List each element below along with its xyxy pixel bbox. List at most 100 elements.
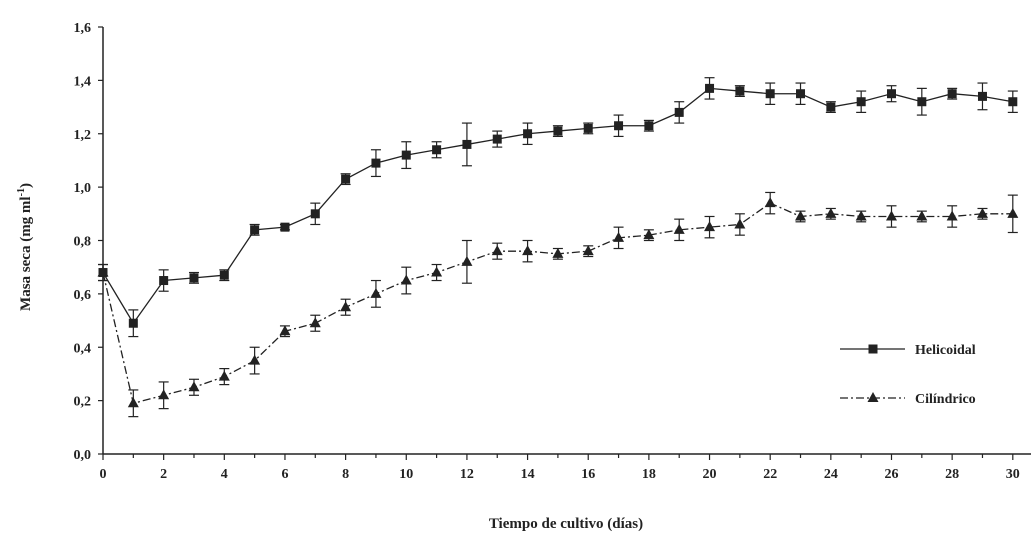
- data-point: [764, 197, 776, 208]
- data-point: [735, 86, 745, 96]
- data-point: [947, 89, 957, 99]
- x-tick-label: 20: [703, 467, 717, 482]
- x-tick-label: 28: [945, 467, 959, 482]
- data-point: [431, 266, 443, 277]
- data-point: [401, 150, 411, 160]
- legend-marker: [867, 392, 879, 402]
- x-tick-label: 0: [100, 467, 107, 482]
- data-point: [765, 89, 775, 99]
- series-line: [102, 202, 1013, 405]
- data-point: [432, 145, 442, 155]
- data-point: [188, 381, 200, 392]
- data-point: [886, 89, 896, 99]
- data-point: [523, 129, 533, 139]
- y-tick-label: 0,4: [74, 341, 92, 356]
- data-point: [705, 83, 715, 93]
- series-layer: [97, 77, 1019, 418]
- x-tick-label: 24: [824, 467, 838, 482]
- data-point: [492, 134, 502, 144]
- data-point: [674, 107, 684, 117]
- data-point: [341, 174, 351, 184]
- legend-label: Cilíndrico: [915, 392, 976, 407]
- data-point: [644, 121, 654, 131]
- data-point: [127, 397, 139, 408]
- data-point: [552, 247, 564, 258]
- data-point: [97, 266, 109, 277]
- data-point: [189, 273, 199, 283]
- data-point: [159, 276, 169, 286]
- x-tick-label: 16: [581, 467, 595, 482]
- data-point: [461, 255, 473, 266]
- legend-label: Helicoidal: [915, 343, 976, 358]
- data-point: [977, 91, 987, 101]
- y-tick-label: 0,2: [74, 395, 92, 410]
- data-point: [522, 245, 534, 256]
- series-line: [102, 87, 1013, 325]
- data-point: [249, 354, 261, 365]
- y-tick-label: 0,8: [74, 235, 92, 250]
- y-tick-label: 0,6: [74, 288, 92, 303]
- data-point: [340, 301, 352, 312]
- y-tick-label: 1,0: [74, 181, 92, 196]
- data-point: [856, 97, 866, 107]
- x-tick-label: 14: [521, 467, 535, 482]
- legend: Helicoidal Cilíndrico: [840, 343, 976, 407]
- x-tick-label: 22: [763, 467, 777, 482]
- x-tick-label: 30: [1006, 467, 1020, 482]
- x-tick-label: 4: [221, 467, 228, 482]
- data-point: [826, 102, 836, 112]
- data-point: [491, 245, 503, 256]
- x-tick-label: 8: [342, 467, 349, 482]
- axes: 0,00,20,40,60,81,01,21,41,60 2 4 6 8 10 12 14 16…: [74, 21, 1031, 482]
- legend-marker: [868, 344, 878, 354]
- data-point: [462, 139, 472, 149]
- series-helicoidal: [98, 77, 1018, 338]
- data-point: [310, 209, 320, 219]
- data-point: [614, 121, 624, 131]
- data-point: [128, 318, 138, 328]
- x-tick-label: 6: [281, 467, 288, 482]
- data-point: [400, 274, 412, 285]
- data-point: [219, 270, 229, 280]
- x-axis-title: Tiempo de cultivo (días): [489, 516, 643, 532]
- data-point: [158, 389, 170, 400]
- data-point: [643, 229, 655, 240]
- data-point: [673, 223, 685, 234]
- data-point: [218, 370, 230, 381]
- data-point: [309, 317, 321, 328]
- data-point: [704, 221, 716, 232]
- x-tick-label: 12: [460, 467, 474, 482]
- data-point: [583, 123, 593, 133]
- x-tick-label: 26: [884, 467, 898, 482]
- x-tick-label: 18: [642, 467, 656, 482]
- x-tick-label: 2: [160, 467, 167, 482]
- data-point: [825, 207, 837, 218]
- data-point: [796, 89, 806, 99]
- data-point: [795, 210, 807, 221]
- data-point: [371, 158, 381, 168]
- y-tick-label: 1,6: [74, 21, 92, 36]
- data-point: [734, 218, 746, 229]
- series-cilindrico: [97, 191, 1019, 418]
- y-tick-label: 1,2: [74, 128, 92, 143]
- data-point: [280, 222, 290, 232]
- data-point: [946, 210, 958, 221]
- data-point: [582, 245, 594, 256]
- data-point: [917, 97, 927, 107]
- data-point: [916, 210, 928, 221]
- data-point: [553, 126, 563, 136]
- data-point: [855, 210, 867, 221]
- y-tick-label: 1,4: [74, 74, 92, 89]
- data-point: [250, 225, 260, 235]
- data-point: [279, 325, 291, 336]
- data-point: [1007, 207, 1019, 218]
- y-axis-title: Masa seca (mg ml-1): [16, 183, 34, 311]
- x-tick-label: 10: [399, 467, 413, 482]
- data-point: [370, 287, 382, 298]
- data-point: [613, 231, 625, 242]
- data-point: [976, 207, 988, 218]
- y-tick-label: 0,0: [74, 448, 92, 463]
- data-point: [885, 210, 897, 221]
